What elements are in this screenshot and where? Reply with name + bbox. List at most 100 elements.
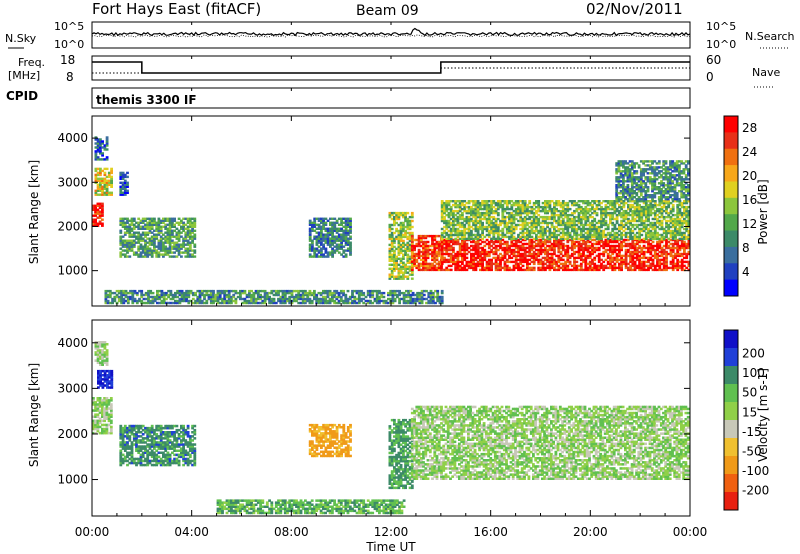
heatmap-cell (135, 241, 138, 244)
heatmap-cell (481, 200, 484, 203)
heatmap-cell (537, 244, 541, 248)
heatmap-cell (492, 205, 496, 209)
heatmap-cell (606, 240, 610, 244)
heatmap-cell (657, 196, 661, 199)
heatmap-cell (519, 262, 523, 266)
heatmap-cell (651, 168, 654, 171)
heatmap-cell (526, 266, 529, 270)
heatmap-cell (173, 235, 176, 238)
heatmap-cell (675, 194, 679, 197)
heatmap-cell (187, 295, 191, 299)
heatmap-cell (153, 219, 156, 222)
heatmap-cell (602, 229, 606, 233)
heatmap-cell (638, 217, 641, 221)
heatmap-cell (683, 217, 686, 221)
heatmap-cell (180, 289, 184, 293)
heatmap-cell (656, 231, 659, 235)
heatmap-cell (180, 297, 184, 301)
heatmap-cell (449, 256, 453, 260)
heatmap-cell (642, 186, 645, 189)
heatmap-cell (424, 252, 428, 256)
heatmap-cell (92, 220, 95, 223)
heatmap-cell (388, 237, 392, 241)
heatmap-cell (557, 242, 561, 246)
heatmap-cell (393, 269, 396, 272)
heatmap-cell (443, 225, 446, 229)
heatmap-cell (505, 266, 509, 270)
heatmap-cell (141, 251, 145, 254)
heatmap-cell (508, 201, 511, 205)
heatmap-cell (559, 223, 563, 227)
heatmap-cell (324, 237, 328, 240)
heatmap-cell (470, 225, 473, 229)
heatmap-cell (463, 268, 467, 272)
heatmap-cell (99, 171, 102, 175)
heatmap-cell (523, 205, 527, 209)
heatmap-cell (467, 223, 471, 227)
heatmap-cell (635, 176, 639, 179)
heatmap-cell (184, 255, 188, 258)
heatmap-cell (651, 240, 655, 244)
heatmap-cell (331, 221, 334, 224)
heatmap-cell (588, 264, 592, 268)
heatmap-cell (344, 217, 348, 220)
heatmap-cell (135, 231, 138, 234)
heatmap-cell (191, 223, 194, 226)
heatmap-cell (658, 223, 662, 227)
heatmap-cell (523, 201, 527, 205)
heatmap-cell (669, 217, 673, 221)
heatmap-cell (624, 213, 628, 217)
heatmap-cell (584, 201, 588, 205)
heatmap-cell (517, 201, 520, 205)
heatmap-cell (519, 203, 523, 207)
heatmap-cell (178, 301, 182, 305)
heatmap-cell (490, 262, 493, 266)
heatmap-cell (481, 203, 484, 207)
heatmap-cell (657, 162, 661, 165)
heatmap-cell (523, 252, 527, 256)
heatmap-cell (96, 183, 100, 186)
heatmap-cell (655, 172, 659, 175)
cpid-text: themis 3300 IF (96, 93, 197, 107)
heatmap-cell (99, 140, 102, 143)
heatmap-cell (609, 244, 612, 248)
heatmap-cell (528, 215, 532, 219)
heatmap-cell (472, 223, 475, 227)
heatmap-cell (155, 253, 159, 256)
heatmap-cell (577, 256, 581, 260)
heatmap-cell (94, 158, 98, 161)
heatmap-cell (512, 209, 516, 213)
heatmap-cell (99, 187, 102, 190)
heatmap-cell (185, 295, 188, 299)
heatmap-cell (447, 211, 451, 215)
heatmap-cell (620, 231, 623, 235)
heatmap-cell (96, 224, 100, 227)
heatmap-cell (490, 200, 493, 203)
heatmap-cell (329, 221, 332, 224)
heatmap-cell (449, 221, 453, 225)
heatmap-cell (510, 233, 514, 237)
heatmap-cell (649, 211, 653, 215)
heatmap-cell (676, 240, 680, 244)
heatmap-cell (676, 266, 680, 270)
heatmap-cell (535, 225, 538, 229)
heatmap-cell (133, 299, 137, 303)
heatmap-cell (406, 219, 410, 223)
heatmap-cell (169, 293, 173, 297)
heatmap-cell (678, 248, 682, 252)
heatmap-cell (649, 242, 653, 246)
heatmap-cell (433, 250, 437, 254)
heatmap-cell (99, 177, 102, 180)
heatmap-cell (180, 299, 184, 303)
heatmap-cell (662, 176, 666, 179)
heatmap-cell (651, 166, 654, 169)
heatmap-cell (627, 211, 630, 215)
heatmap-cell (132, 219, 136, 222)
heatmap-cell (658, 201, 662, 205)
heatmap-cell (147, 293, 150, 297)
heatmap-cell (683, 240, 686, 244)
heatmap-cell (617, 162, 621, 165)
heatmap-cell (597, 254, 601, 258)
heatmap-cell (452, 229, 455, 233)
heatmap-cell (505, 200, 509, 203)
